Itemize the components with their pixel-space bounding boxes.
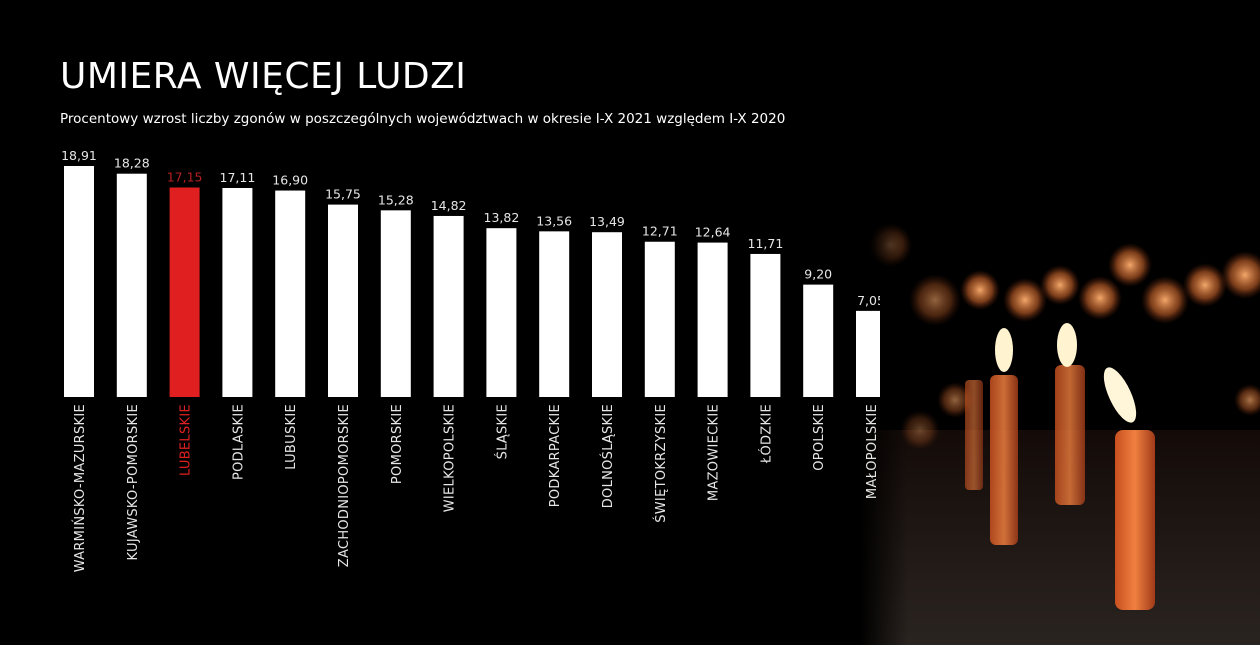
category-label-4: PODLASKIE	[231, 404, 246, 480]
bar-13	[697, 242, 728, 397]
category-label-2: KUJAWSKO-POMORSKIE	[126, 404, 141, 560]
bar-15	[803, 284, 834, 397]
bar-9	[486, 228, 517, 397]
chart-title: UMIERA WIĘCEJ LUDZI	[60, 56, 467, 97]
bar-3	[169, 187, 200, 397]
category-label-1: WARMIŃSKO-MAZURSKIE	[72, 404, 88, 572]
value-label-12: 12,71	[642, 224, 678, 239]
category-label-8: WIELKOPOLSKIE	[443, 404, 458, 512]
bar-16	[856, 310, 880, 397]
bar-5	[275, 190, 306, 397]
category-label-11: DOLNOŚLĄSKIE	[600, 404, 616, 508]
value-label-14: 11,71	[748, 236, 784, 251]
bar-chart: 18,91 WARMIŃSKO-MAZURSKIE 18,28 KUJAWSKO-PO…	[61, 148, 880, 572]
value-label-7: 15,28	[378, 192, 414, 207]
value-label-13: 12,64	[695, 225, 731, 240]
category-label-13: MAZOWIECKIE	[707, 404, 722, 501]
bar-6	[328, 204, 358, 397]
value-label-1: 18,91	[61, 148, 97, 163]
category-label-7: POMORSKIE	[390, 404, 405, 484]
bar-1	[64, 166, 94, 397]
category-label-16: MAŁOPOLSKIE	[865, 404, 880, 499]
bar-12	[644, 241, 675, 397]
value-label-4: 17,11	[220, 170, 256, 185]
value-label-11: 13,49	[589, 214, 625, 229]
value-label-16: 7,05	[857, 293, 880, 308]
value-label-3: 17,15	[167, 169, 203, 184]
value-label-5: 16,90	[272, 173, 308, 188]
category-label-9: ŚLĄSKIE	[494, 404, 510, 459]
bar-14	[750, 253, 781, 397]
bar-2	[116, 173, 147, 397]
value-label-8: 14,82	[431, 198, 467, 213]
bar-4	[222, 187, 253, 397]
value-label-9: 13,82	[484, 210, 520, 225]
bar-8	[433, 215, 464, 397]
value-label-15: 9,20	[804, 267, 832, 282]
category-label-12: ŚWIĘTOKRZYSKIE	[653, 404, 669, 523]
value-label-6: 15,75	[325, 187, 361, 202]
value-label-2: 18,28	[114, 156, 150, 171]
value-label-10: 13,56	[536, 213, 572, 228]
category-label-15: OPOLSKIE	[812, 404, 827, 471]
category-label-6: ZACHODNIOPOMORSKIE	[337, 404, 352, 567]
bar-7	[380, 210, 411, 397]
category-label-14: ŁÓDZKIE	[758, 404, 774, 464]
candles-photo	[860, 0, 1260, 645]
category-label-3: LUBELSKIE	[179, 404, 194, 476]
bar-10	[539, 231, 570, 397]
category-label-10: PODKARPACKIE	[548, 404, 563, 507]
bar-11	[592, 232, 622, 397]
category-label-5: LUBUSKIE	[284, 404, 299, 470]
chart-subtitle: Procentowy wzrost liczby zgonów w poszcz…	[60, 111, 786, 127]
